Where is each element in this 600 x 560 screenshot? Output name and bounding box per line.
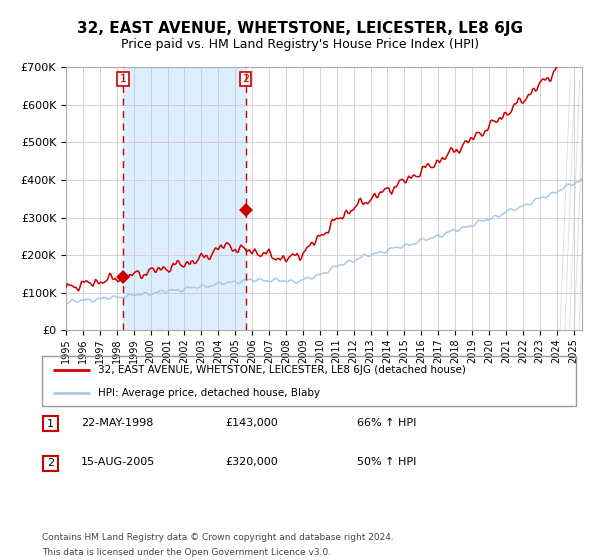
Text: 15-AUG-2005: 15-AUG-2005 <box>81 457 155 467</box>
Text: HPI: Average price, detached house, Blaby: HPI: Average price, detached house, Blab… <box>98 389 320 398</box>
Text: 2: 2 <box>47 458 54 468</box>
Text: 22-MAY-1998: 22-MAY-1998 <box>81 418 154 428</box>
Text: 32, EAST AVENUE, WHETSTONE, LEICESTER, LE8 6JG (detached house): 32, EAST AVENUE, WHETSTONE, LEICESTER, L… <box>98 365 466 375</box>
Text: 1: 1 <box>47 419 54 429</box>
Text: Price paid vs. HM Land Registry's House Price Index (HPI): Price paid vs. HM Land Registry's House … <box>121 38 479 50</box>
Text: 50% ↑ HPI: 50% ↑ HPI <box>357 457 416 467</box>
Text: £143,000: £143,000 <box>225 418 278 428</box>
Text: 1: 1 <box>119 74 127 84</box>
Text: £320,000: £320,000 <box>225 457 278 467</box>
Text: 32, EAST AVENUE, WHETSTONE, LEICESTER, LE8 6JG: 32, EAST AVENUE, WHETSTONE, LEICESTER, L… <box>77 21 523 36</box>
Text: 2: 2 <box>242 74 249 84</box>
Text: 66% ↑ HPI: 66% ↑ HPI <box>357 418 416 428</box>
Text: Contains HM Land Registry data © Crown copyright and database right 2024.: Contains HM Land Registry data © Crown c… <box>42 533 394 542</box>
Text: This data is licensed under the Open Government Licence v3.0.: This data is licensed under the Open Gov… <box>42 548 331 557</box>
Bar <box>123 67 245 330</box>
